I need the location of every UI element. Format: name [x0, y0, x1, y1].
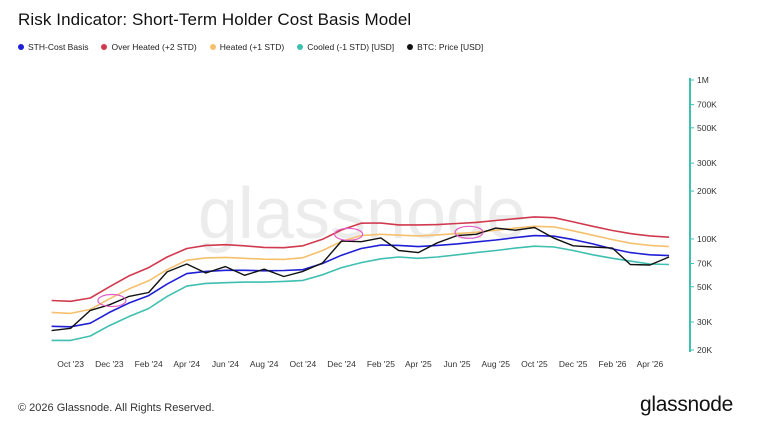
legend-dot-btc-price: [407, 44, 414, 50]
series-layer: [51, 216, 670, 342]
chart-title: Risk Indicator: Short-Term Holder Cost B…: [18, 10, 412, 29]
legend: STH-Cost Basis Over Heated (+2 STD) Heat…: [18, 42, 483, 52]
x-tick-label: Dec '23: [95, 359, 124, 369]
annotation-circle-2: [334, 227, 364, 241]
x-tick-label: Oct '25: [521, 359, 548, 369]
x-tick-label: Oct '24: [290, 359, 317, 369]
legend-item-cooled[interactable]: Cooled (-1 STD) [USD]: [297, 42, 394, 52]
y-tick-label: 100K: [697, 234, 717, 244]
y-tick-label: 70K: [697, 259, 712, 269]
series-line-btc-price-usd[interactable]: [51, 226, 670, 332]
x-tick-label: Jun '25: [443, 359, 470, 369]
x-tick-label: Aug '25: [481, 359, 510, 369]
series-line-over-heated-2-std[interactable]: [51, 216, 670, 303]
annotation-circle-3: [454, 225, 484, 239]
legend-item-btc-price[interactable]: BTC: Price [USD]: [407, 42, 483, 52]
x-tick-label: Apr '25: [405, 359, 432, 369]
y-tick-label: 300K: [697, 158, 717, 168]
brand-logo: glassnode: [640, 393, 734, 416]
legend-item-heated[interactable]: Heated (+1 STD): [209, 42, 285, 52]
legend-label: Over Heated (+2 STD): [111, 42, 197, 52]
legend-dot-over-heated: [101, 44, 108, 50]
legend-label: Heated (+1 STD): [219, 42, 285, 52]
annotation-layer: [97, 225, 484, 308]
watermark-text: glassnode: [198, 174, 526, 254]
x-tick-label: Feb '25: [367, 359, 395, 369]
x-tick-label: Feb '24: [135, 359, 163, 369]
y-tick-label: 20K: [697, 345, 712, 355]
x-tick-label: Dec '24: [327, 359, 356, 369]
legend-label: Cooled (-1 STD) [USD]: [307, 42, 395, 52]
x-tick-label: Oct '23: [57, 359, 84, 369]
legend-label: STH-Cost Basis: [28, 42, 89, 52]
copyright-footer: © 2026 Glassnode. All Rights Reserved.: [18, 402, 215, 414]
x-tick-label: Apr '26: [637, 359, 664, 369]
legend-dot-sth-cost-basis: [18, 44, 24, 50]
legend-dot-cooled: [297, 44, 304, 50]
y-tick-label: 1M: [697, 75, 709, 85]
series-line-heated-1-std[interactable]: [51, 225, 670, 315]
x-tick-label: Dec '25: [559, 359, 588, 369]
legend-label: BTC: Price [USD]: [417, 42, 484, 52]
x-tick-label: Aug '24: [250, 359, 279, 369]
y-tick-label: 700K: [697, 100, 717, 110]
x-tick-layer: Oct '23 Dec '23 Feb '24 Apr '24 Jun '24 Aug '…: [57, 359, 663, 369]
x-tick-label: Apr '24: [173, 359, 200, 369]
y-tick-label: 30K: [697, 317, 712, 327]
y-tick-label: 200K: [697, 186, 717, 196]
series-line-sth-cost-basis[interactable]: [51, 234, 670, 328]
x-tick-label: Jun '24: [212, 359, 239, 369]
legend-dot-heated: [209, 44, 216, 50]
annotation-circle-1: [97, 293, 127, 308]
y-tick-layer: 20K 30K 50K 70K 100K 200K 300K 500K 700K 1M: [690, 75, 717, 355]
y-tick-label: 50K: [697, 282, 712, 292]
legend-item-sth-cost-basis[interactable]: STH-Cost Basis: [18, 42, 88, 52]
series-line-cooled-1-std-usd[interactable]: [51, 245, 670, 342]
y-tick-label: 500K: [697, 123, 717, 133]
x-tick-label: Feb '26: [598, 359, 626, 369]
legend-item-over-heated[interactable]: Over Heated (+2 STD): [101, 42, 197, 52]
